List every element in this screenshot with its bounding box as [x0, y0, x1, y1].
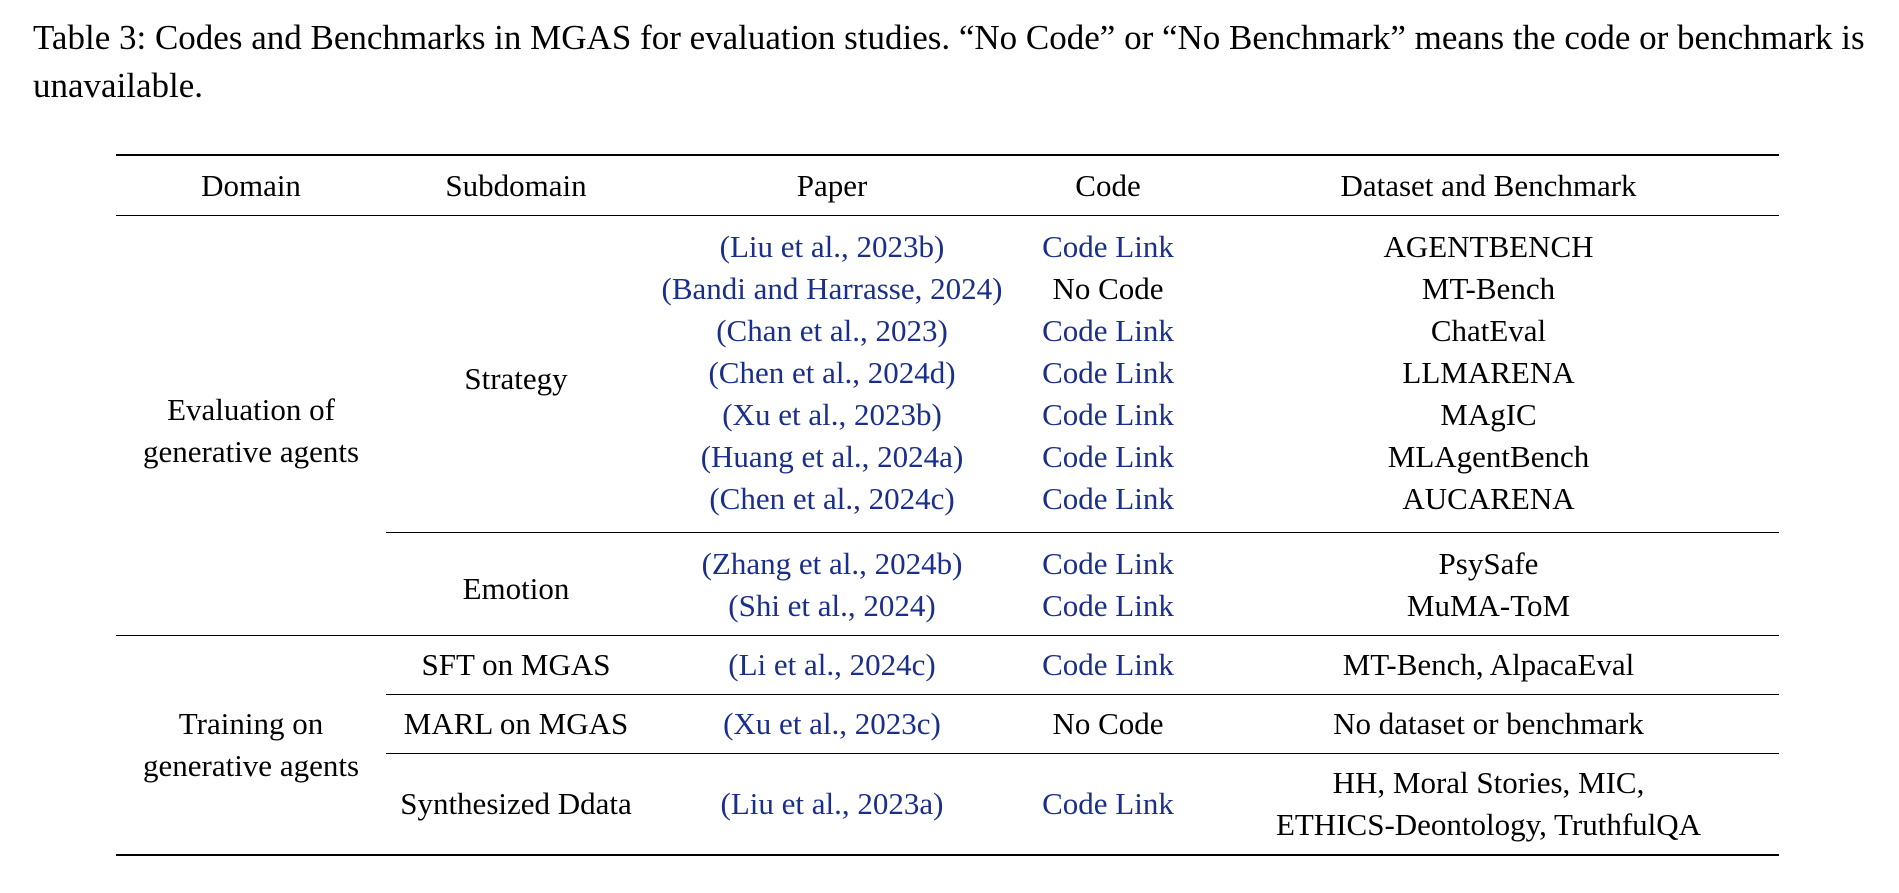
dataset-cell: MuMA-ToM — [1406, 588, 1571, 623]
table-row: (Chan et al., 2023) Code Link ChatEval — [116, 310, 1779, 352]
domain-label: Training on — [178, 706, 324, 741]
table-row: (Shi et al., 2024) Code Link MuMA-ToM — [116, 585, 1779, 636]
dataset-line: ETHICS-Deontology, TruthfulQA — [1275, 807, 1702, 842]
header-domain: Domain — [116, 154, 386, 216]
table-row: Evaluation of generative agents Strategy… — [116, 216, 1779, 469]
paper-citation[interactable]: (Liu et al., 2023b) — [719, 229, 945, 264]
subdomain-emotion: Emotion — [386, 532, 646, 636]
domain-evaluation: Evaluation of generative agents — [116, 216, 386, 636]
code-link[interactable]: Code Link — [1042, 588, 1174, 623]
paper-citation[interactable]: (Shi et al., 2024) — [728, 588, 936, 623]
table-row: (Huang et al., 2024a) Code Link MLAgentB… — [116, 436, 1779, 478]
table-row: (Chen et al., 2024d) Code Link LLMARENA — [116, 352, 1779, 394]
dataset-cell: LLMARENA — [1402, 355, 1575, 390]
dataset-cell: PsySafe — [1198, 532, 1779, 585]
subdomain-sft: SFT on MGAS — [386, 635, 646, 695]
code-link[interactable]: Code Link — [1042, 481, 1174, 516]
subdomain-synthesized: Synthesized Ddata — [386, 753, 646, 856]
paper-citation[interactable]: (Huang et al., 2024a) — [700, 439, 964, 474]
code-link[interactable]: Code Link — [1018, 753, 1198, 856]
table-row: MARL on MGAS (Xu et al., 2023c) No Code … — [116, 694, 1779, 754]
code-link[interactable]: Code Link — [1018, 532, 1198, 585]
dataset-cell: MT-Bench, AlpacaEval — [1198, 635, 1779, 695]
paper-citation[interactable]: (Bandi and Harrasse, 2024) — [661, 271, 1003, 306]
code-link[interactable]: Code Link — [1042, 313, 1174, 348]
dataset-cell: HH, Moral Stories, MIC, ETHICS-Deontolog… — [1198, 753, 1779, 856]
dataset-cell: AGENTBENCH — [1383, 229, 1594, 264]
dataset-line: HH, Moral Stories, MIC, — [1332, 765, 1645, 800]
paper-citation[interactable]: (Zhang et al., 2024b) — [646, 532, 1018, 585]
code-status: No Code — [1018, 694, 1198, 754]
dataset-cell: AUCARENA — [1402, 481, 1575, 516]
table-header-row: Domain Subdomain Paper Code Dataset and … — [116, 154, 1779, 216]
header-subdomain: Subdomain — [386, 154, 646, 216]
header-paper: Paper — [646, 154, 1018, 216]
subdomain-marl: MARL on MGAS — [386, 694, 646, 754]
code-link[interactable]: Code Link — [1042, 229, 1174, 264]
paper-citation[interactable]: (Chen et al., 2024c) — [709, 481, 955, 516]
subdomain-strategy: Strategy — [464, 361, 568, 396]
header-code: Code — [1018, 154, 1198, 216]
code-status: No Code — [1052, 271, 1164, 306]
header-dataset: Dataset and Benchmark — [1198, 154, 1779, 216]
table-row: (Xu et al., 2023b) Code Link MAgIC — [116, 394, 1779, 436]
code-link[interactable]: Code Link — [1018, 635, 1198, 695]
domain-label: generative agents — [142, 748, 360, 783]
code-link[interactable]: Code Link — [1042, 355, 1174, 390]
paper-citation[interactable]: (Liu et al., 2023a) — [646, 753, 1018, 856]
table-row: Synthesized Ddata (Liu et al., 2023a) Co… — [116, 753, 1779, 856]
paper-citation[interactable]: (Li et al., 2024c) — [646, 635, 1018, 695]
dataset-cell: MAgIC — [1440, 397, 1537, 432]
code-link[interactable]: Code Link — [1042, 397, 1174, 432]
benchmark-table: Domain Subdomain Paper Code Dataset and … — [116, 154, 1779, 856]
paper-citation[interactable]: (Xu et al., 2023c) — [646, 694, 1018, 754]
paper-citation[interactable]: (Chen et al., 2024d) — [708, 355, 956, 390]
dataset-cell: No dataset or benchmark — [1198, 694, 1779, 754]
table-row: (Bandi and Harrasse, 2024) No Code MT-Be… — [116, 268, 1779, 310]
paper-citation[interactable]: (Chan et al., 2023) — [716, 313, 948, 348]
dataset-cell: ChatEval — [1430, 313, 1547, 348]
dataset-cell: MLAgentBench — [1387, 439, 1590, 474]
domain-training: Training on generative agents — [116, 635, 386, 856]
table-row: Training on generative agents SFT on MGA… — [116, 635, 1779, 856]
table-row: Emotion (Zhang et al., 2024b) Code Link … — [116, 532, 1779, 636]
domain-label: Evaluation of — [167, 391, 335, 427]
domain-label: generative agents — [142, 433, 360, 469]
table-row: (Chen et al., 2024c) Code Link AUCARENA — [116, 478, 1779, 533]
dataset-cell: MT-Bench — [1421, 271, 1556, 306]
code-link[interactable]: Code Link — [1042, 439, 1174, 474]
paper-citation[interactable]: (Xu et al., 2023b) — [722, 397, 942, 432]
table-caption: Table 3: Codes and Benchmarks in MGAS fo… — [33, 18, 1865, 105]
